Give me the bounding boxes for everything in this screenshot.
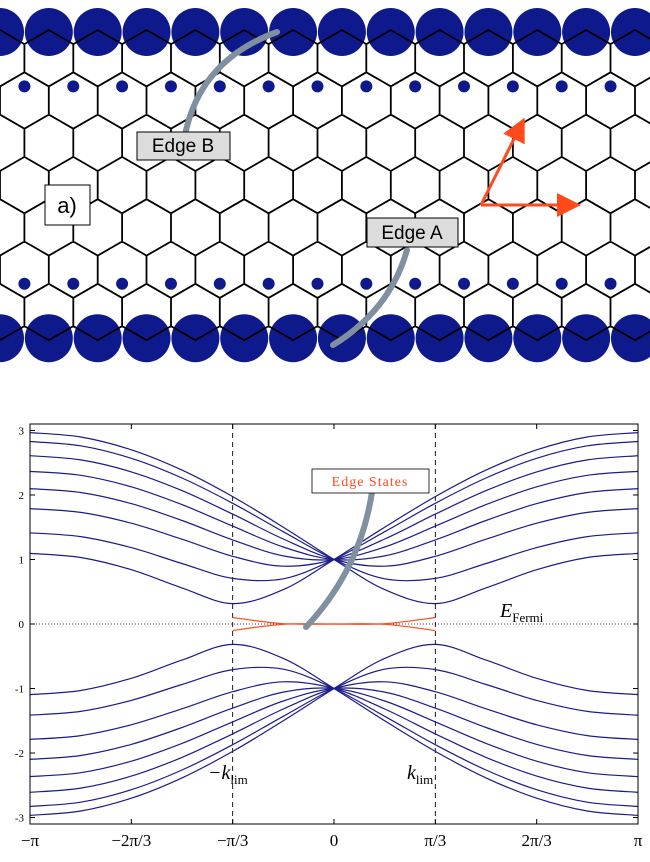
y-tick-label: 0 (19, 619, 25, 631)
y-tick-label: 1 (19, 554, 25, 566)
panel-label: a) (57, 193, 77, 218)
atom (165, 80, 177, 92)
atom (605, 278, 617, 290)
x-tick-label: 0 (330, 831, 339, 850)
atom (116, 278, 128, 290)
band (30, 644, 638, 815)
atom (360, 278, 372, 290)
atom (458, 278, 470, 290)
edge-atom (318, 8, 366, 56)
annotation: −klim (208, 762, 248, 787)
atom (556, 278, 568, 290)
lattice (0, 8, 650, 362)
atom (18, 278, 30, 290)
annotation-sub: lim (230, 772, 247, 787)
annotation: EFermi (499, 600, 544, 625)
lattice-vector (481, 123, 522, 205)
atom (409, 278, 421, 290)
y-tick-label: -3 (15, 813, 25, 825)
y-tick-label: -2 (15, 748, 24, 760)
edge-atom (416, 8, 464, 56)
edge-atom (123, 8, 171, 56)
edge-atom (513, 8, 561, 56)
edge-atom (74, 314, 122, 362)
atom (18, 80, 30, 92)
y-tick-label: 2 (19, 490, 25, 502)
edge-atom (367, 8, 415, 56)
edge-atom (269, 314, 317, 362)
edge-atom (220, 314, 268, 362)
band (30, 688, 638, 777)
annotation-main: −k (208, 762, 231, 784)
honeycomb (0, 30, 650, 340)
band (233, 618, 436, 625)
atom (67, 278, 79, 290)
x-tick-label: −π/3 (217, 831, 248, 850)
atom (507, 80, 519, 92)
edge-atom (25, 314, 73, 362)
band (233, 624, 436, 631)
edge-atom (416, 314, 464, 362)
atom (263, 80, 275, 92)
atom (214, 278, 226, 290)
edge-b-label: Edge B (152, 136, 214, 157)
edge-atom (562, 8, 610, 56)
annotation-sub: Fermi (512, 610, 543, 625)
edge-atom (464, 314, 512, 362)
band (30, 433, 638, 604)
atom (311, 80, 323, 92)
x-tick-label: −π (21, 831, 40, 850)
atom (214, 80, 226, 92)
atom (263, 278, 275, 290)
chart: -3 -2 -1 0 1 2 3 −π −2π/3 −π/3 0 π/3 2π/3 π Edge State… (15, 424, 643, 850)
annotation: klim (407, 762, 433, 787)
x-tick-label: −2π/3 (111, 831, 151, 850)
band (30, 433, 638, 604)
atom (67, 80, 79, 92)
edge-atom (513, 314, 561, 362)
atom (360, 80, 372, 92)
overlay: Edge B Edge A a) (45, 32, 575, 345)
atom (116, 80, 128, 92)
edge-atom (25, 8, 73, 56)
atom (165, 278, 177, 290)
atom (605, 80, 617, 92)
edge-atom (367, 314, 415, 362)
band (30, 688, 638, 777)
atom (409, 80, 421, 92)
edge-atom (74, 8, 122, 56)
edge-atom (123, 314, 171, 362)
atom (507, 278, 519, 290)
edge-states-label: Edge States (332, 475, 409, 490)
annotation-sub: lim (416, 772, 433, 787)
y-tick-label: 3 (19, 425, 25, 437)
atom (556, 80, 568, 92)
x-tick-label: π (634, 831, 643, 850)
edge-atom (464, 8, 512, 56)
edge-atom (171, 8, 219, 56)
band (30, 682, 638, 793)
edge-atom (562, 314, 610, 362)
band (30, 682, 638, 793)
annotation-main: E (499, 600, 512, 622)
atom (458, 80, 470, 92)
band (30, 644, 638, 815)
x-tick-label: 2π/3 (522, 831, 552, 850)
x-tick-label: π/3 (424, 831, 446, 850)
edge-a-label: Edge A (381, 223, 443, 244)
edge-atom (171, 314, 219, 362)
atom (311, 278, 323, 290)
figure: Edge B Edge A a) -3 -2 -1 0 1 2 3 −π −2π/3 −π/3 0 π… (0, 0, 650, 862)
y-tick-label: -1 (15, 684, 24, 696)
